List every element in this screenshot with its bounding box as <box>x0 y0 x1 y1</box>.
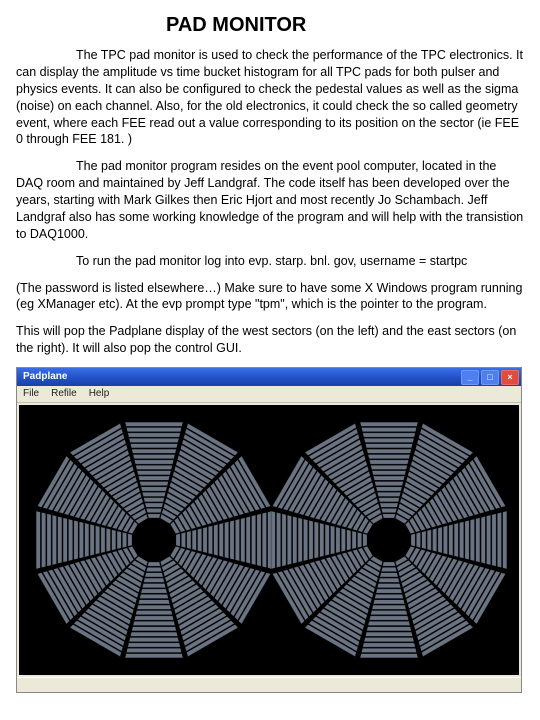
menu-file[interactable]: File <box>23 387 39 401</box>
maximize-button[interactable]: □ <box>481 370 499 385</box>
paragraph-1: The TPC pad monitor is used to check the… <box>16 47 524 148</box>
padplane-window: Padplane _ □ × File Refile Help <box>16 367 522 693</box>
paragraph-2: The pad monitor program resides on the e… <box>16 158 524 242</box>
window-title: Padplane <box>23 370 67 384</box>
page-title: PAD MONITOR <box>16 12 524 39</box>
menu-refile[interactable]: Refile <box>51 387 77 401</box>
paragraph-5: This will pop the Padplane display of th… <box>16 323 524 357</box>
paragraph-4: (The password is listed elsewhere…) Make… <box>16 280 524 314</box>
window-titlebar: Padplane _ □ × <box>17 368 521 386</box>
padplane-canvas <box>19 405 519 675</box>
close-button[interactable]: × <box>501 370 519 385</box>
menu-help[interactable]: Help <box>89 387 110 401</box>
window-statusbar <box>17 677 521 692</box>
minimize-button[interactable]: _ <box>461 370 479 385</box>
paragraph-3: To run the pad monitor log into evp. sta… <box>16 253 524 270</box>
window-menubar: File Refile Help <box>17 386 521 403</box>
canvas-wrap <box>17 403 521 677</box>
